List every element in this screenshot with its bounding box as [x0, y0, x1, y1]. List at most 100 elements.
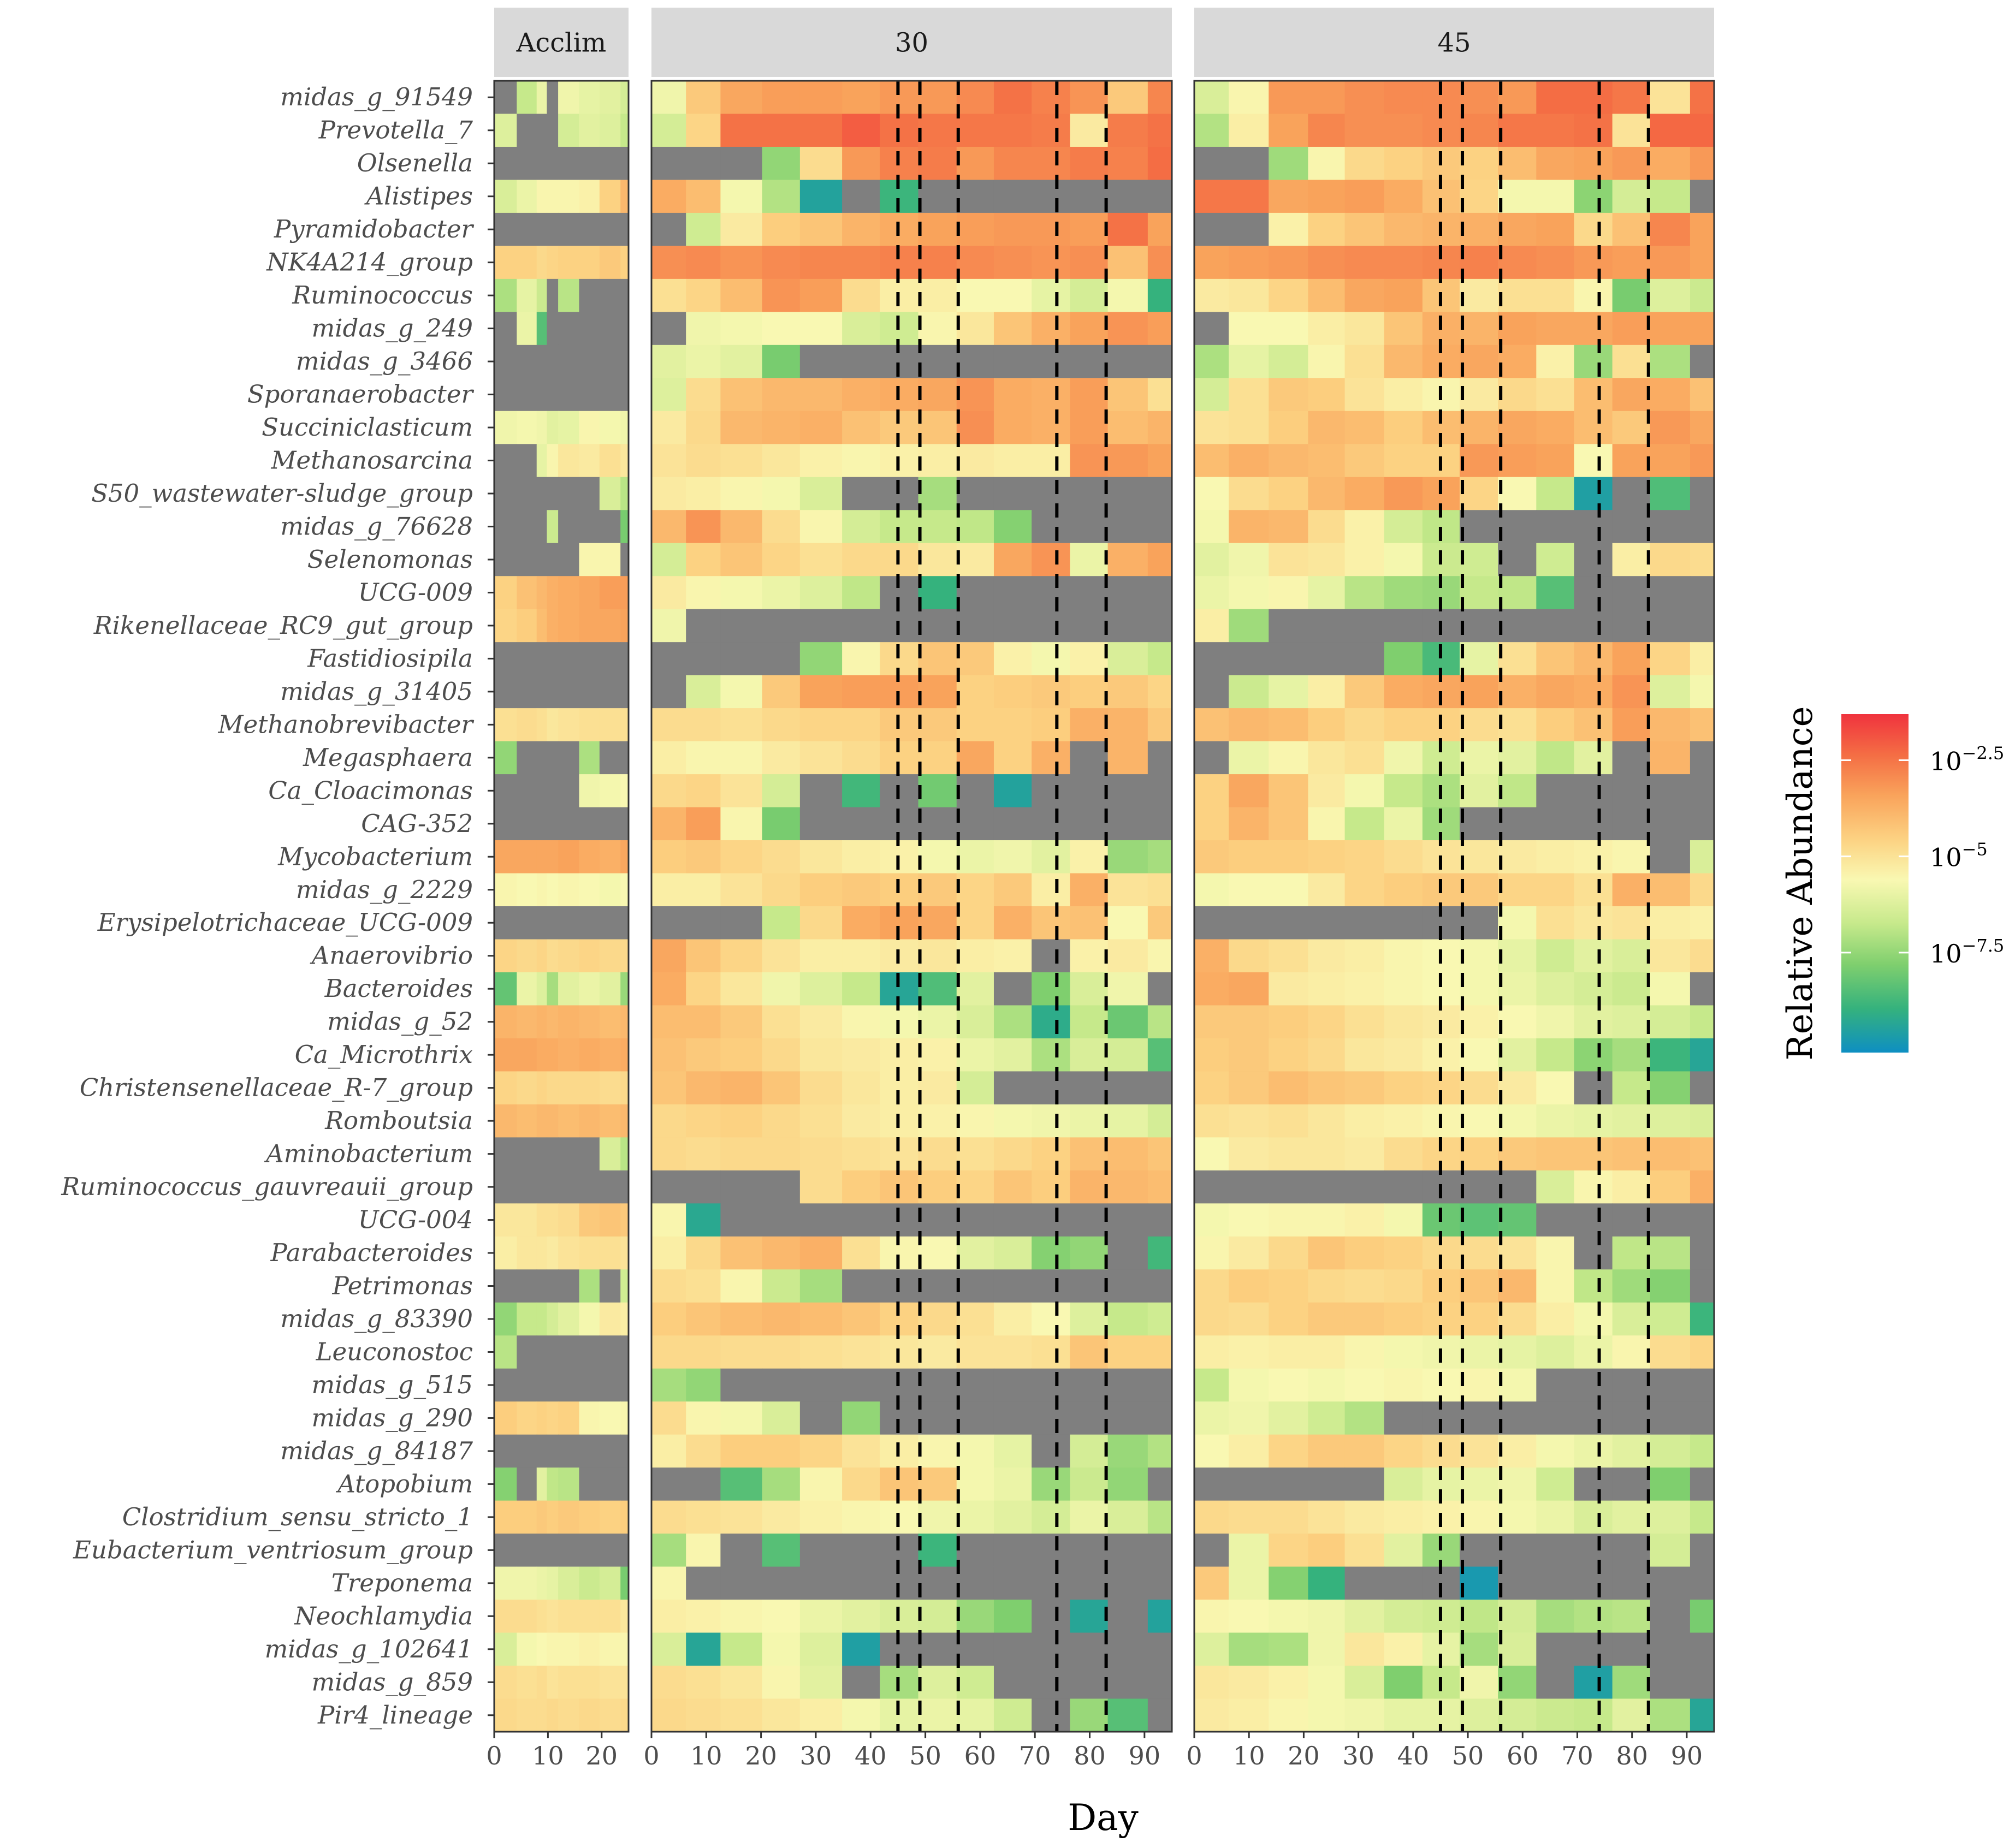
heatmap-cell	[1384, 1005, 1423, 1039]
heatmap-cell	[1498, 312, 1537, 346]
heatmap-cell	[1650, 1698, 1691, 1732]
heatmap-cell	[536, 1467, 548, 1501]
heatmap-cell	[547, 1269, 559, 1303]
heatmap-cell	[762, 411, 801, 444]
legend-label: 10−5	[1930, 839, 1988, 872]
heatmap-cell	[1147, 1534, 1172, 1567]
heatmap-cell	[1612, 1269, 1651, 1303]
heatmap-cell	[1032, 675, 1071, 709]
heatmap-cell	[1536, 1236, 1575, 1270]
heatmap-cell	[1690, 939, 1715, 973]
heatmap-cell	[579, 1434, 600, 1468]
heatmap-cell	[620, 312, 628, 346]
heatmap-cell	[579, 1566, 600, 1600]
heatmap-cell	[599, 1434, 621, 1468]
heatmap-cell	[686, 939, 721, 973]
heatmap-cell	[1194, 1534, 1229, 1567]
heatmap-cell	[620, 576, 628, 610]
heatmap-cell	[1536, 972, 1575, 1006]
heatmap-cell	[956, 81, 994, 115]
heatmap-cell	[558, 212, 580, 246]
heatmap-cell	[536, 411, 548, 444]
x-tick-label: 50	[1452, 1741, 1484, 1770]
heatmap-cell	[993, 972, 1032, 1006]
heatmap-cell	[599, 1600, 621, 1633]
heatmap-cell	[517, 312, 537, 346]
heatmap-cell	[547, 1368, 559, 1402]
heatmap-cell	[1147, 378, 1172, 412]
heatmap-cell	[1460, 1137, 1498, 1171]
heatmap-cell	[762, 378, 801, 412]
heatmap-cell	[536, 708, 548, 742]
heatmap-cell	[1032, 1401, 1071, 1435]
heatmap-cell	[1536, 1137, 1575, 1171]
heatmap-cell	[579, 278, 600, 312]
heatmap-cell	[547, 939, 559, 973]
heatmap-cell	[536, 1269, 548, 1303]
heatmap-cell	[1229, 114, 1269, 147]
heatmap-cell	[1384, 609, 1423, 643]
heatmap-cell	[1229, 1038, 1269, 1072]
heatmap-cell	[1384, 807, 1423, 841]
heatmap-cell	[1690, 1566, 1715, 1600]
heatmap-cell	[918, 939, 957, 973]
heatmap-cell	[579, 708, 600, 742]
heatmap-cell	[1650, 906, 1691, 940]
heatmap-cell	[918, 510, 957, 544]
heatmap-cell	[579, 212, 600, 246]
heatmap-cell	[762, 444, 801, 478]
heatmap-cell	[1308, 1566, 1346, 1600]
heatmap-cell	[993, 774, 1032, 808]
heatmap-cell	[1107, 146, 1148, 181]
heatmap-cell	[1574, 312, 1613, 346]
heatmap-cell	[494, 180, 517, 213]
heatmap-cell	[1269, 1269, 1309, 1303]
heatmap-cell	[536, 378, 548, 412]
heatmap-cell	[1574, 378, 1613, 412]
heatmap-cell	[517, 609, 537, 643]
heatmap-cell	[1308, 1104, 1346, 1138]
heatmap-cell	[1070, 1170, 1109, 1204]
heatmap-cell	[1384, 543, 1423, 577]
heatmap-cell	[1147, 807, 1172, 841]
heatmap-cell	[762, 1467, 801, 1501]
heatmap-cell	[1107, 1534, 1148, 1567]
heatmap-cell	[956, 114, 994, 147]
heatmap-cell	[1107, 246, 1148, 280]
heatmap-cell	[1460, 774, 1498, 808]
heatmap-cell	[536, 1170, 548, 1204]
heatmap-cell	[1107, 873, 1148, 907]
heatmap-cell	[1650, 939, 1691, 973]
heatmap-cell	[720, 212, 763, 246]
heatmap-cell	[1269, 1666, 1309, 1700]
heatmap-cell	[918, 1368, 957, 1402]
heatmap-cell	[1344, 1500, 1385, 1534]
heatmap-cell	[620, 1170, 628, 1204]
heatmap-cell	[1650, 114, 1691, 147]
heatmap-cell	[720, 1269, 763, 1303]
heatmap-cell	[720, 840, 763, 874]
heatmap-cell	[579, 312, 600, 346]
heatmap-cell	[918, 1038, 957, 1072]
heatmap-cell	[1194, 609, 1229, 643]
heatmap-cell	[993, 1005, 1032, 1039]
heatmap-cell	[956, 1632, 994, 1666]
heatmap-cell	[1070, 1071, 1109, 1105]
heatmap-cell	[651, 1302, 686, 1336]
heatmap-cell	[1070, 1236, 1109, 1270]
heatmap-cell	[918, 1401, 957, 1435]
heatmap-cell	[1344, 1698, 1385, 1732]
heatmap-cell	[1650, 81, 1691, 115]
heatmap-cell	[517, 807, 537, 841]
heatmap-cell	[651, 246, 686, 280]
heatmap-cell	[686, 1203, 721, 1237]
heatmap-cell	[1107, 411, 1148, 444]
heatmap-cell	[1070, 344, 1109, 378]
heatmap-cell	[1650, 840, 1691, 874]
heatmap-cell	[558, 1500, 580, 1534]
heatmap-cell	[720, 1534, 763, 1567]
heatmap-cell	[1147, 609, 1172, 643]
heatmap-cell	[1194, 278, 1229, 312]
